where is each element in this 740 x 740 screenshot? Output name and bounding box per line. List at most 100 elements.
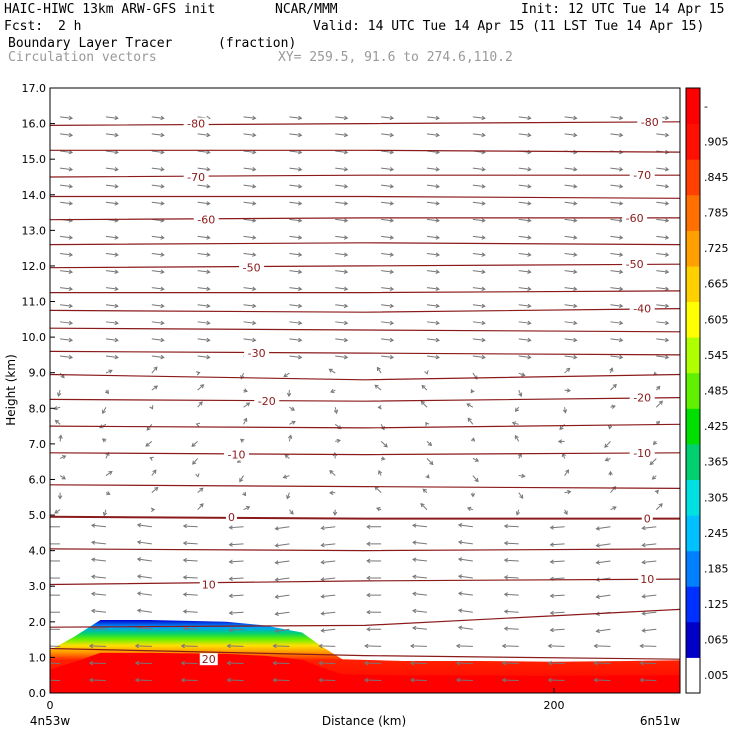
wind-vector bbox=[656, 133, 669, 136]
wind-vector bbox=[55, 420, 61, 425]
wind-vector-head bbox=[68, 184, 74, 189]
contour-label-bg bbox=[637, 115, 663, 128]
wind-vector bbox=[105, 338, 119, 341]
wind-vector-head bbox=[527, 354, 532, 360]
wind-vector-head bbox=[160, 115, 165, 121]
wind-vector-head bbox=[549, 559, 554, 564]
tracer-field bbox=[50, 620, 680, 693]
colorbar-swatch bbox=[686, 550, 700, 587]
wind-vector-head bbox=[374, 384, 379, 389]
wind-vector bbox=[550, 577, 565, 580]
wind-vector bbox=[550, 594, 565, 597]
wind-vector-head bbox=[547, 660, 552, 666]
wind-vector-head bbox=[481, 132, 486, 138]
wind-vector-head bbox=[68, 235, 74, 240]
colorbar-swatch bbox=[686, 123, 700, 160]
wind-vector bbox=[504, 542, 519, 545]
wind-vector bbox=[289, 184, 302, 188]
wind-vector-head bbox=[366, 627, 371, 632]
wind-vector bbox=[512, 422, 519, 425]
wind-vector bbox=[640, 645, 657, 647]
wind-vector bbox=[192, 458, 199, 465]
wind-vector bbox=[426, 252, 440, 256]
wind-vector bbox=[60, 338, 73, 341]
wind-vector bbox=[334, 407, 338, 414]
wind-vector bbox=[54, 509, 61, 514]
wind-vector-head bbox=[604, 457, 609, 462]
wind-vector-head bbox=[366, 575, 371, 581]
wind-vector-head bbox=[467, 417, 472, 422]
wind-vector-head bbox=[425, 421, 430, 427]
y-tick-label: 10.0 bbox=[22, 331, 47, 344]
wind-vector-head bbox=[136, 523, 142, 528]
wind-vector bbox=[467, 418, 474, 425]
wind-vector-head bbox=[389, 218, 395, 223]
overlay-name: Circulation vectors bbox=[8, 50, 157, 65]
colorbar-swatch bbox=[686, 515, 700, 552]
wind-vector bbox=[183, 542, 198, 545]
contour-label-bg bbox=[239, 261, 265, 274]
wind-vector bbox=[458, 626, 473, 630]
wind-vector bbox=[289, 338, 302, 341]
wind-vector bbox=[381, 270, 394, 273]
contour-line bbox=[50, 578, 680, 586]
wind-vector bbox=[381, 201, 394, 205]
wind-vector-head bbox=[481, 286, 486, 292]
wind-vector bbox=[197, 201, 210, 205]
wind-vector bbox=[151, 469, 157, 476]
wind-vector-head bbox=[422, 488, 427, 493]
wind-vector bbox=[197, 487, 204, 494]
wind-vector-head bbox=[153, 366, 158, 371]
wind-vector bbox=[60, 201, 73, 205]
wind-vector bbox=[137, 524, 152, 528]
wind-vector bbox=[610, 287, 623, 290]
wind-vector-head bbox=[228, 576, 233, 581]
wind-vector-head bbox=[527, 235, 532, 240]
wind-vector bbox=[335, 116, 348, 119]
wind-vector bbox=[89, 679, 106, 682]
contour-line bbox=[50, 350, 680, 356]
wind-vector-head bbox=[206, 132, 211, 138]
wind-vector bbox=[610, 201, 623, 205]
wind-vector bbox=[289, 252, 302, 256]
wind-vector-head bbox=[618, 167, 624, 172]
wind-vector-head bbox=[160, 235, 165, 240]
wind-vector bbox=[410, 645, 428, 647]
wind-vector-head bbox=[68, 167, 74, 172]
wind-vector bbox=[381, 252, 394, 256]
wind-vector bbox=[514, 435, 520, 442]
wind-vector bbox=[518, 184, 531, 188]
wind-vector-head bbox=[651, 475, 657, 480]
wind-vector-head bbox=[252, 184, 257, 189]
contour-line bbox=[50, 548, 680, 552]
wind-vector bbox=[472, 338, 485, 341]
wind-vector bbox=[329, 470, 336, 476]
wind-vector-head bbox=[641, 594, 646, 599]
wind-vector-head bbox=[318, 677, 323, 683]
wind-vector bbox=[105, 270, 119, 273]
wind-vector bbox=[137, 541, 152, 545]
wind-vector bbox=[275, 577, 290, 581]
wind-vector-head bbox=[252, 252, 257, 257]
wind-vector bbox=[335, 270, 348, 273]
wind-vector-head bbox=[607, 425, 613, 430]
wind-vector-head bbox=[457, 523, 463, 528]
wind-vector bbox=[137, 626, 152, 630]
wind-vector-head bbox=[318, 643, 323, 649]
wind-vector-head bbox=[68, 269, 74, 274]
wind-vector-head bbox=[297, 235, 303, 240]
contour-label-bg bbox=[225, 510, 237, 523]
wind-vector-head bbox=[134, 677, 140, 683]
wind-vector-head bbox=[573, 218, 578, 223]
wind-vector-head bbox=[343, 354, 349, 360]
wind-vector-head bbox=[503, 523, 509, 529]
contour-label-bg bbox=[629, 302, 655, 315]
wind-vector bbox=[243, 304, 256, 307]
wind-vector bbox=[381, 355, 394, 358]
wind-vector-head bbox=[68, 115, 74, 121]
wind-vector bbox=[275, 560, 290, 564]
wind-vector-head bbox=[206, 235, 211, 240]
wind-vector bbox=[472, 252, 485, 256]
wind-vector bbox=[564, 167, 577, 171]
